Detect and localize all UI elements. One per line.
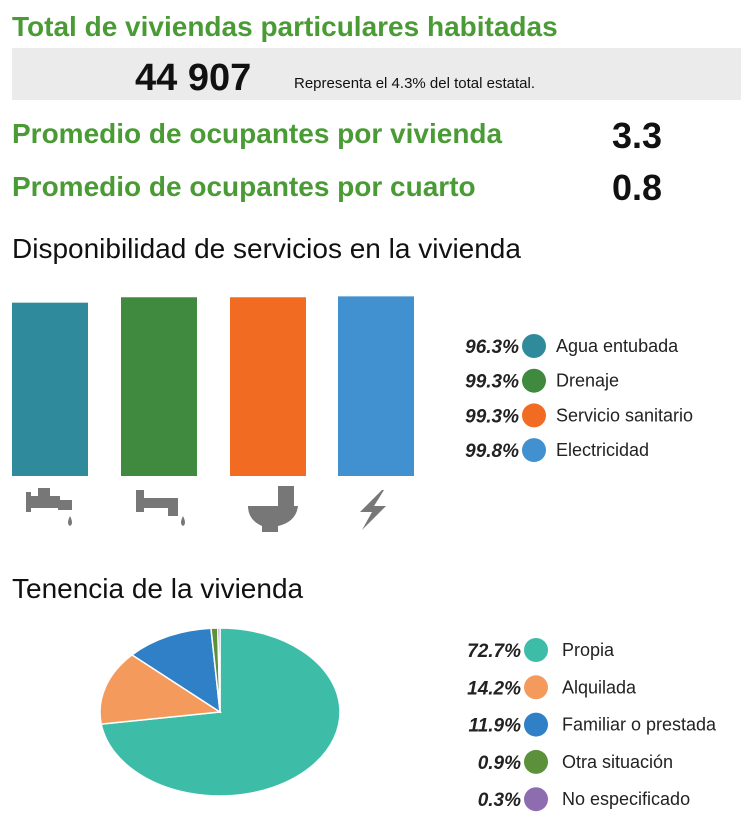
legend-dot bbox=[524, 749, 548, 774]
bolt-icon bbox=[360, 490, 386, 530]
legend-label: Drenaje bbox=[556, 371, 619, 391]
legend-dot bbox=[522, 403, 546, 428]
stat-value: 0.8 bbox=[612, 167, 662, 208]
legend-label: No especificado bbox=[562, 789, 690, 809]
legend-label: Familiar o prestada bbox=[562, 715, 717, 735]
legend-value: 14.2% bbox=[467, 678, 521, 699]
icons bbox=[26, 486, 386, 532]
legend-label: Propia bbox=[562, 640, 615, 660]
legend-label: Alquilada bbox=[562, 677, 637, 697]
legend-dot bbox=[522, 368, 546, 393]
legend-label: Otra situación bbox=[562, 752, 673, 772]
legend-dot bbox=[524, 675, 548, 700]
chart-title: Disponibilidad de servicios en la vivien… bbox=[12, 233, 521, 264]
legend-label: Agua entubada bbox=[556, 336, 679, 356]
stat-value: 3.3 bbox=[612, 115, 662, 156]
total-note: Representa el 4.3% del total estatal. bbox=[294, 75, 535, 92]
toilet-icon bbox=[248, 486, 298, 532]
legend-value: 11.9% bbox=[469, 716, 522, 737]
pie-slice bbox=[99, 653, 223, 725]
faucet-icon bbox=[26, 488, 72, 526]
drain-icon bbox=[136, 490, 185, 526]
legend-value: 99.3% bbox=[465, 372, 519, 393]
legend-label: Servicio sanitario bbox=[556, 405, 693, 425]
stat-label: Promedio de ocupantes por vivienda bbox=[12, 118, 503, 149]
legend-value: 0.9% bbox=[478, 753, 521, 774]
header-title: Total de viviendas particulares habitada… bbox=[12, 11, 558, 42]
bar bbox=[121, 297, 197, 476]
legend-value: 0.3% bbox=[478, 790, 521, 811]
legend-label: Electricidad bbox=[556, 440, 649, 460]
stat-label: Promedio de ocupantes por cuarto bbox=[12, 171, 476, 202]
chart-title: Tenencia de la vivienda bbox=[12, 573, 304, 604]
pie-slice bbox=[216, 627, 221, 713]
legend-dot bbox=[524, 712, 548, 737]
bar bbox=[338, 296, 414, 476]
legend-dot bbox=[524, 638, 548, 662]
pie-slice bbox=[130, 627, 221, 714]
total-band bbox=[12, 48, 741, 100]
legend-value: 99.3% bbox=[465, 406, 519, 427]
legend-dot bbox=[524, 787, 548, 812]
legend-dot bbox=[522, 334, 546, 358]
legend-value: 96.3% bbox=[465, 337, 519, 358]
bar bbox=[12, 302, 88, 476]
legend-value: 99.8% bbox=[465, 441, 519, 462]
total-value: 44 907 bbox=[135, 57, 251, 99]
legend-value: 72.7% bbox=[467, 641, 521, 662]
legend-dot bbox=[522, 438, 546, 463]
bar bbox=[230, 297, 306, 476]
